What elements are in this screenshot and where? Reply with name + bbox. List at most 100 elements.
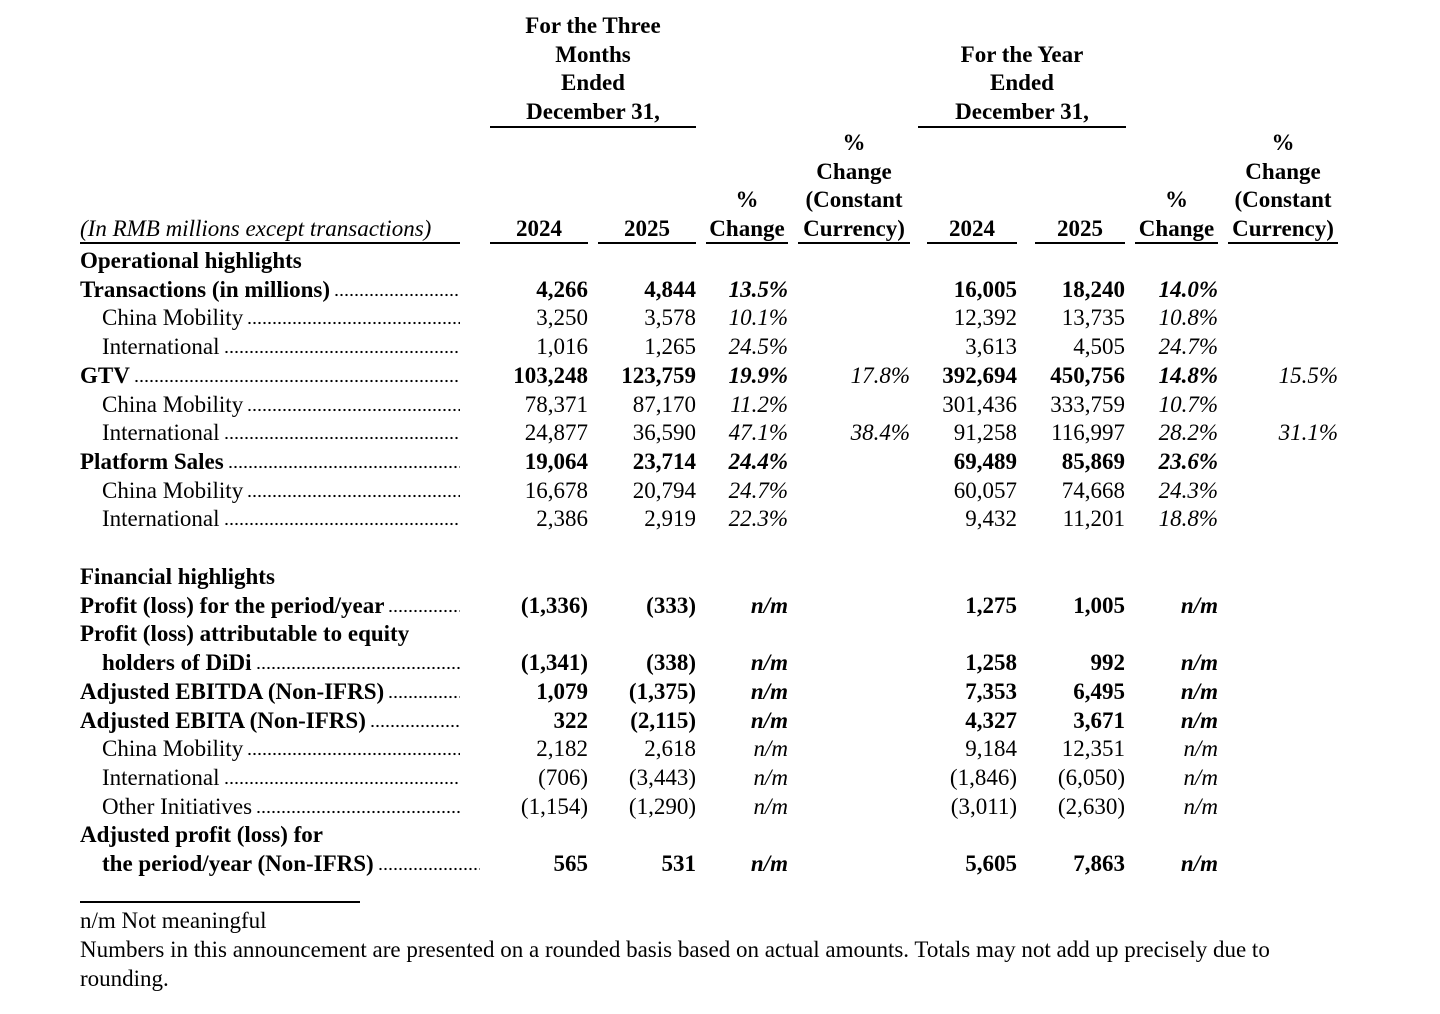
dot-leader — [247, 406, 460, 413]
column-header: Change — [709, 216, 785, 241]
cell: n/m — [1180, 707, 1218, 733]
cell: 19,064 — [524, 448, 588, 474]
cell: (1,336) — [520, 592, 588, 618]
cell: (3,443) — [628, 764, 696, 790]
label-text: Profit (loss) for the period/year — [80, 592, 385, 618]
cell: 24,877 — [524, 420, 588, 446]
label-text: Platform Sales — [80, 448, 224, 474]
cell: 24.7% — [1158, 334, 1218, 360]
cell: n/m — [753, 736, 789, 762]
column-header: 2024 — [949, 216, 995, 241]
cell: (1,154) — [520, 793, 588, 819]
row-label: International — [102, 505, 460, 533]
dot-leader — [369, 722, 460, 729]
dot-leader — [223, 435, 460, 442]
cell: n/m — [750, 650, 788, 676]
row-label: Adjusted profit (loss) for — [80, 821, 323, 849]
row-label: China Mobility — [102, 391, 460, 419]
column-header: Change — [816, 158, 892, 184]
column-header: (In RMB millions except transactions) — [80, 216, 432, 241]
group-header: Months — [555, 41, 631, 67]
cell: 18.8% — [1158, 506, 1218, 532]
header-underline — [1228, 242, 1338, 244]
cell: 15.5% — [1278, 362, 1338, 388]
column-header: % — [1165, 187, 1188, 213]
row-label: the period/year (Non-IFRS) — [102, 850, 480, 878]
row-label: Operational highlights — [80, 247, 302, 275]
cell: n/m — [753, 764, 789, 790]
cell: (333) — [646, 592, 696, 618]
cell: 116,997 — [1051, 420, 1125, 446]
cell: 12,351 — [1061, 736, 1125, 762]
column-header: % — [735, 187, 759, 213]
label-text: Adjusted profit (loss) for — [80, 822, 323, 848]
cell: 10.8% — [1158, 305, 1218, 331]
row-label: Platform Sales — [80, 448, 460, 476]
group-header: For the Year — [960, 41, 1084, 67]
cell: 392,694 — [942, 362, 1017, 388]
cell: 1,079 — [536, 678, 588, 704]
group-header: December 31, — [955, 99, 1089, 124]
group-header: December 31, — [526, 99, 660, 124]
cell: n/m — [750, 592, 788, 618]
group-underline — [490, 126, 696, 128]
cell: 4,505 — [1073, 334, 1125, 360]
cell: 23,714 — [632, 448, 696, 474]
cell: 5,605 — [965, 851, 1017, 876]
cell: (1,341) — [520, 650, 588, 676]
label-text: Other Initiatives — [102, 793, 253, 819]
column-header: 2025 — [624, 216, 670, 241]
dot-leader — [247, 492, 460, 499]
dot-leader — [223, 521, 460, 528]
cell: 531 — [661, 851, 697, 876]
header-underline — [927, 242, 1017, 244]
label-text: International — [102, 764, 220, 790]
cell: 301,436 — [942, 391, 1017, 417]
cell: n/m — [1180, 650, 1218, 676]
cell: 31.1% — [1278, 420, 1338, 446]
cell: 87,170 — [632, 391, 696, 417]
cell: 4,844 — [644, 276, 696, 302]
row-label: Financial highlights — [80, 563, 275, 591]
cell: 10.1% — [728, 305, 788, 331]
cell: (2,115) — [630, 707, 696, 733]
cell: n/m — [1183, 793, 1219, 819]
row-label: International — [102, 419, 460, 447]
label-text: China Mobility — [102, 391, 244, 417]
header-underline — [598, 242, 696, 244]
cell: 74,668 — [1061, 477, 1125, 503]
row-label: China Mobility — [102, 735, 460, 763]
cell: 4,327 — [965, 707, 1017, 733]
cell: 69,489 — [953, 448, 1017, 474]
header-underline — [798, 242, 910, 244]
row-label: International — [102, 333, 460, 361]
cell: 12,392 — [953, 305, 1017, 331]
cell: 24.4% — [728, 448, 788, 474]
header-underline — [706, 242, 788, 244]
cell: 36,590 — [632, 420, 696, 446]
cell: n/m — [750, 851, 788, 876]
cell: 1,005 — [1073, 592, 1125, 618]
row-label: Profit (loss) attributable to equity — [80, 620, 409, 648]
cell: 24.3% — [1158, 477, 1218, 503]
cell: 19.9% — [728, 362, 788, 388]
cell: 450,756 — [1050, 362, 1125, 388]
header-underline — [1035, 242, 1125, 244]
row-label: Transactions (in millions) — [80, 276, 460, 304]
label-text: holders of DiDi — [102, 650, 252, 676]
row-label: International — [102, 764, 460, 792]
cell: (1,846) — [949, 764, 1017, 790]
cell: 85,869 — [1061, 448, 1125, 474]
cell: n/m — [1183, 736, 1219, 762]
cell: 3,613 — [965, 334, 1017, 360]
cell: (338) — [646, 650, 696, 676]
cell: n/m — [1180, 592, 1218, 618]
cell: 1,258 — [965, 650, 1017, 676]
cell: 22.3% — [728, 506, 788, 532]
cell: 60,057 — [953, 477, 1017, 503]
cell: n/m — [1183, 764, 1219, 790]
row-label: Other Initiatives — [102, 793, 460, 821]
header-underline — [1135, 242, 1218, 244]
dot-leader — [334, 291, 460, 298]
cell: 11.2% — [730, 391, 788, 417]
